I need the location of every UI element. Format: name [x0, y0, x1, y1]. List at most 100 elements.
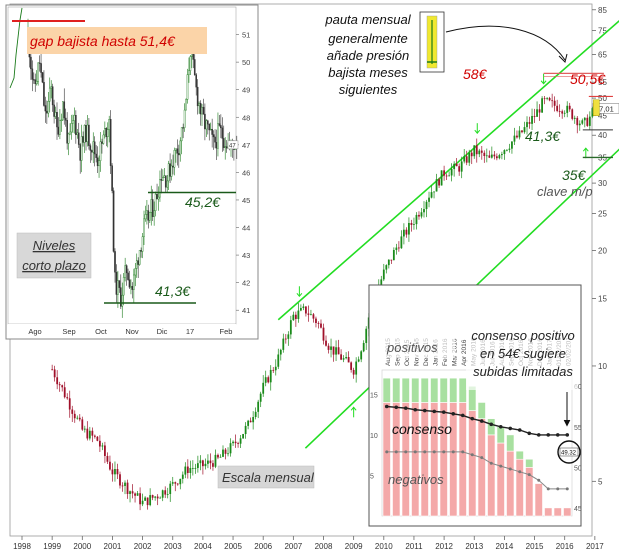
negativos-bar	[544, 507, 553, 517]
inset-candle-body	[53, 104, 55, 117]
inset-candle-body	[218, 123, 221, 126]
main-candle-body	[144, 497, 147, 501]
inset-candle-body	[160, 179, 163, 181]
inset-y-tick-label: 42	[242, 279, 250, 288]
main-candle-body	[98, 440, 101, 447]
main-candle-body	[583, 117, 586, 121]
inset-candle-body	[140, 250, 142, 252]
main-candle-body	[249, 420, 252, 423]
inset-candle-body	[44, 105, 47, 112]
main-candle-body	[558, 110, 561, 112]
main-candle-body	[247, 420, 250, 426]
inset-candle-body	[151, 199, 154, 217]
inset-candle-body	[186, 74, 189, 100]
main-candle-body	[194, 467, 197, 469]
main-candle-body	[563, 112, 566, 114]
main-candle-body	[71, 409, 74, 414]
inset-x-tick-label: Oct	[95, 327, 108, 336]
main-candle-body	[448, 175, 451, 177]
main-candle-body	[463, 156, 466, 162]
inset-candle-body	[166, 180, 169, 188]
negativos-bar	[382, 402, 391, 517]
positivos-bar	[496, 426, 505, 444]
inset-y-tick-label: 50	[242, 58, 250, 67]
main-y-tick-label: 85	[598, 6, 607, 15]
consensus-right-tick: 45	[574, 506, 582, 513]
main-x-tick-label: 2009	[345, 542, 363, 551]
inset-candle-body	[37, 62, 39, 82]
main-candle-body	[551, 100, 554, 102]
main-candle-body	[548, 97, 551, 101]
callout-label: 49.32	[561, 451, 577, 457]
main-candle-body	[96, 436, 99, 441]
inset-candle-body	[90, 150, 93, 153]
inset-candle-body	[98, 160, 100, 167]
main-x-tick-label: 2014	[496, 542, 514, 551]
main-x-tick-label: 2000	[73, 542, 91, 551]
negativos-label: negativos	[388, 472, 444, 487]
main-candle-body	[355, 361, 358, 375]
consenso-dot	[536, 433, 541, 437]
negativos-bar	[496, 442, 505, 517]
main-x-tick-label: 2016	[556, 542, 574, 551]
negativos-dot	[518, 470, 522, 474]
inset-x-tick-label: 17	[186, 327, 194, 336]
niveles-label: Niveles	[33, 238, 76, 253]
inset-y-tick-label: 43	[242, 251, 250, 260]
escala-box	[217, 465, 315, 489]
main-candle-body	[521, 130, 523, 133]
main-x-tick-label: 2008	[315, 542, 333, 551]
main-candle-body	[415, 214, 418, 225]
main-y-tick-label: 65	[598, 50, 607, 59]
main-candle-body	[478, 150, 481, 155]
main-candle-body	[488, 155, 491, 158]
main-candle-body	[330, 346, 332, 350]
main-candle-body	[315, 318, 317, 323]
main-y-tick-label: 75	[598, 27, 607, 36]
inset-candle-body	[138, 250, 141, 265]
main-x-tick-label: 2003	[164, 542, 182, 551]
consenso-dot	[394, 405, 399, 410]
negativos-dot	[508, 467, 512, 471]
inset-candle-body	[41, 72, 44, 83]
main-candle-body	[500, 154, 503, 156]
main-candle-body	[294, 314, 297, 319]
main-candle-body	[58, 384, 61, 386]
inset-x-tick-label: Feb	[220, 327, 233, 336]
main-candle-body	[121, 485, 124, 487]
inset-candle-body	[88, 124, 90, 146]
main-candle-body	[380, 279, 383, 287]
inset-candle-body	[204, 113, 206, 130]
main-candle-body	[161, 490, 164, 498]
main-candle-body	[257, 401, 260, 412]
main-candle-body	[511, 141, 513, 149]
level-35-label: 35€	[562, 167, 587, 183]
main-candle-body	[310, 314, 312, 316]
inset-candle-body	[134, 268, 137, 276]
negativos-dot	[404, 450, 408, 454]
negativos-bar	[411, 402, 420, 517]
positivos-bar	[506, 434, 515, 452]
main-candle-body	[156, 496, 159, 499]
inset-candle-body	[221, 127, 224, 139]
inset-candle-body	[177, 153, 180, 156]
main-y-tick-label: 25	[598, 209, 607, 218]
main-candle-body	[186, 466, 189, 473]
negativos-bar	[392, 402, 401, 517]
main-candle-body	[513, 135, 516, 142]
main-candle-body	[232, 441, 234, 444]
positivos-bar	[515, 450, 524, 460]
main-candle-body	[543, 98, 546, 100]
main-candle-body	[81, 419, 84, 430]
consenso-dot	[527, 431, 532, 436]
inset-x-tick-label: Ago	[28, 327, 41, 336]
main-candle-body	[433, 191, 435, 193]
negativos-bar	[439, 402, 448, 517]
negativos-dot	[499, 464, 503, 468]
niveles-box	[16, 232, 92, 279]
inset-y-tick-label: 46	[242, 168, 250, 177]
main-candle-body	[322, 327, 325, 341]
consensus-left-tick: 10	[370, 433, 378, 440]
inset-y-tick-label: 41	[242, 306, 250, 315]
